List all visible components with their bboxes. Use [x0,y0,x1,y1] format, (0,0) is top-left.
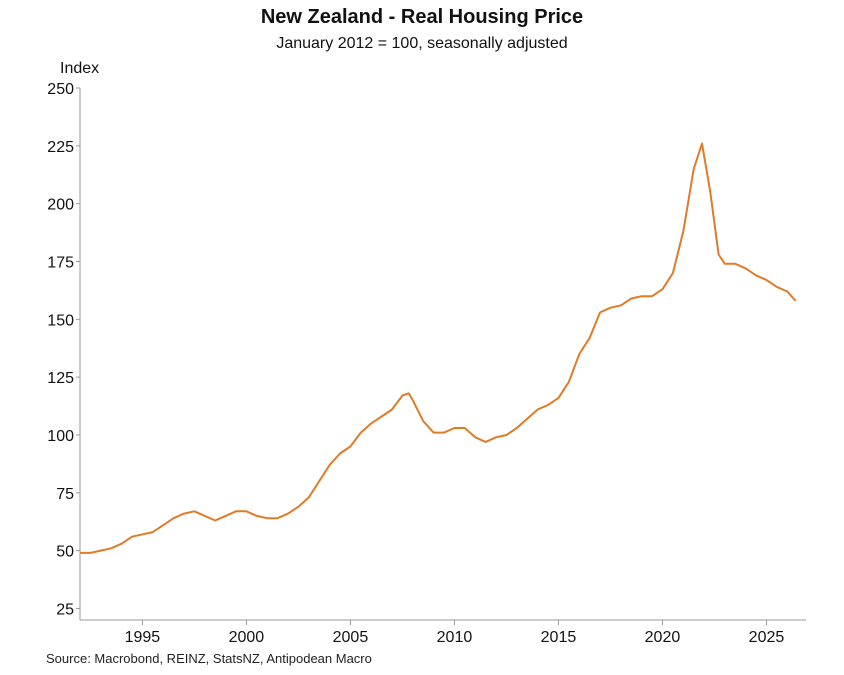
y-tick-label: 175 [47,254,74,271]
x-tick-label: 2005 [333,629,369,646]
chart-title: New Zealand - Real Housing Price [260,6,584,28]
source-note: Source: Macrobond, REINZ, StatsNZ, Antip… [46,651,372,666]
chart-subtitle: January 2012 = 100, seasonally adjusted [276,35,568,52]
x-tick-label: 2025 [749,629,785,646]
x-tick-labels: 1995 2000 2005 2010 2015 2020 2025 [125,620,785,646]
x-tick-label: 2000 [229,629,265,646]
x-tick-label: 2015 [541,629,577,646]
x-tick-label: 1995 [125,629,161,646]
y-tick-label: 50 [56,544,74,561]
y-tick-label: 250 [47,81,74,98]
series-line [80,142,797,554]
series-group [80,142,797,554]
x-tick-label: 2020 [645,629,681,646]
y-tick-label: 75 [56,486,74,503]
y-tick-label: 150 [47,312,74,329]
x-tick-label: 2010 [437,629,473,646]
y-tick-label: 25 [56,601,74,618]
axes [79,88,806,621]
y-tick-labels: 25 50 75 100 125 150 175 200 225 250 [47,81,80,618]
y-tick-label: 225 [47,139,74,156]
y-tick-label: 125 [47,370,74,387]
y-tick-label: 200 [47,197,74,214]
y-tick-label: 100 [47,428,74,445]
y-axis-label: Index [60,60,99,77]
